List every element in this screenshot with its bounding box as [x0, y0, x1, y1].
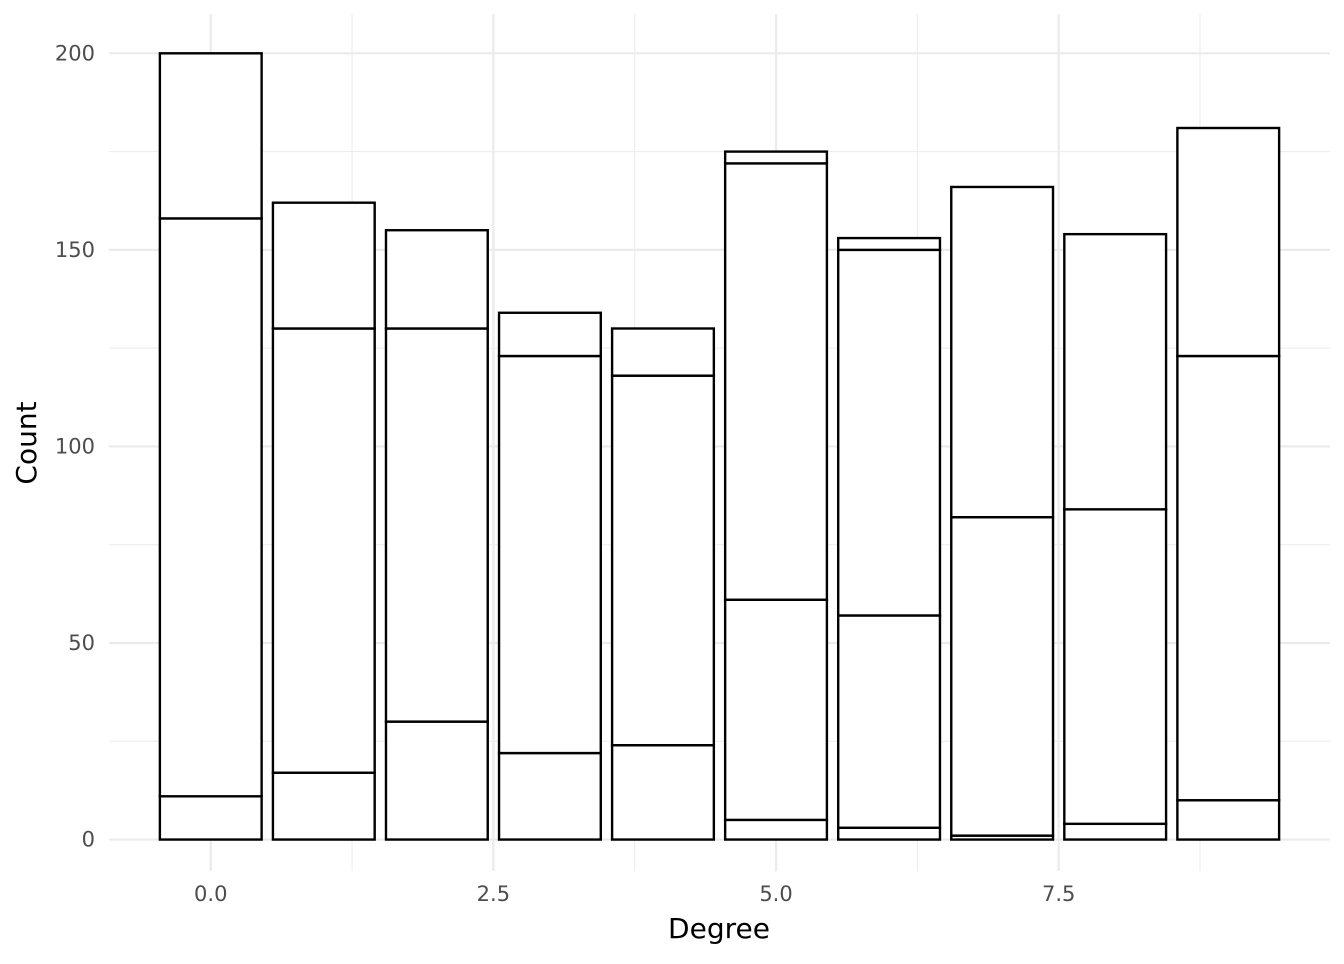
bar-segment-2-1 — [384, 327, 489, 723]
y-tick-label: 200 — [55, 41, 95, 65]
bar-segment-6-2 — [837, 248, 942, 617]
bar-segment-3-1 — [497, 354, 602, 755]
bar-segment-9-0 — [1176, 799, 1281, 841]
x-tick-label: 0.0 — [194, 882, 227, 906]
bar-segment-5-3 — [723, 150, 829, 165]
y-tick-label: 50 — [68, 631, 95, 655]
bar-segment-4-2 — [610, 327, 716, 377]
bar-segment-5-0 — [723, 818, 829, 841]
bar-segment-7-2 — [950, 185, 1055, 519]
bar-segment-1-2 — [271, 201, 376, 330]
y-tick-label: 0 — [82, 828, 95, 852]
x-tick-label: 5.0 — [759, 882, 792, 906]
y-tick-label: 150 — [55, 238, 95, 262]
bars — [158, 52, 1281, 841]
x-axis-title: Degree — [668, 912, 770, 945]
bar-segment-5-1 — [723, 598, 829, 822]
bar-segment-9-1 — [1176, 354, 1281, 802]
bar-segment-6-1 — [837, 614, 942, 829]
bar-segment-6-0 — [837, 826, 942, 841]
bar-segment-1-0 — [271, 771, 376, 841]
y-axis-title: Count — [10, 401, 43, 484]
bar-segment-0-1 — [158, 217, 263, 798]
x-tick-label: 7.5 — [1042, 882, 1075, 906]
bar-segment-4-0 — [610, 744, 716, 841]
bar-segment-6-3 — [837, 236, 942, 252]
bar-segment-9-2 — [1176, 126, 1281, 358]
bar-segment-0-0 — [158, 795, 263, 841]
bar-segment-2-2 — [384, 229, 489, 330]
bar-segment-4-1 — [610, 374, 716, 747]
tick-labels: 0 50 100 150 200 0.0 2.5 5.0 7.5 — [55, 41, 1075, 906]
bar-segment-7-1 — [950, 515, 1055, 837]
bar-segment-2-0 — [384, 720, 489, 841]
bar-segment-8-0 — [1063, 822, 1168, 841]
bar-segment-1-1 — [271, 327, 376, 774]
bar-segment-3-0 — [497, 751, 602, 841]
bar-segment-0-2 — [158, 52, 263, 220]
bar-segment-5-2 — [723, 162, 829, 601]
x-tick-label: 2.5 — [477, 882, 510, 906]
y-tick-label: 100 — [55, 434, 95, 458]
bar-segment-8-1 — [1063, 508, 1168, 826]
bar-segment-8-2 — [1063, 232, 1168, 511]
bar-segment-3-2 — [497, 311, 602, 358]
